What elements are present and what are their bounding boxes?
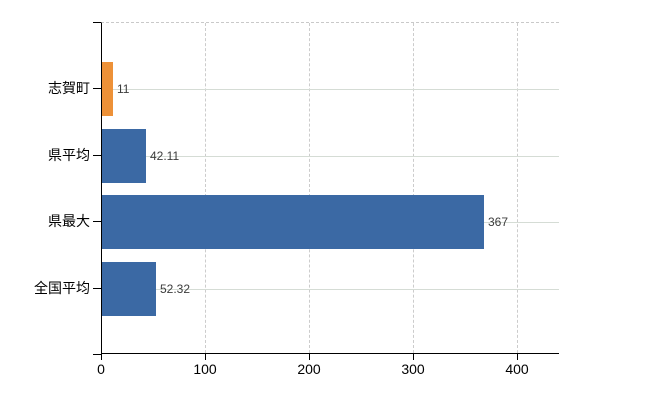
y-axis-tick [93, 288, 101, 289]
y-axis-end-tick [93, 354, 101, 355]
y-axis-tick [93, 88, 101, 89]
category-label-県最大: 県最大 [48, 213, 90, 229]
x-axis-tick-200 [309, 354, 310, 360]
bar-県最大 [102, 195, 484, 249]
category-label-志賀町: 志賀町 [48, 80, 90, 96]
horizontal-gridline [102, 289, 559, 290]
bar-県平均 [102, 129, 146, 183]
x-axis-tick-100 [205, 354, 206, 360]
y-axis-tick [93, 155, 101, 156]
bar-志賀町 [102, 62, 113, 116]
value-label-県平均: 42.11 [150, 149, 180, 163]
vertical-gridline-200 [309, 23, 311, 353]
x-axis-tick-400 [517, 354, 518, 360]
horizontal-gridline [102, 156, 559, 157]
vertical-gridline-400 [517, 23, 519, 353]
y-axis-end-tick [93, 22, 101, 23]
x-axis-tick-label-300: 300 [401, 361, 425, 377]
vertical-gridline-100 [205, 23, 207, 353]
vertical-gridline-300 [413, 23, 415, 353]
x-axis-tick-label-400: 400 [505, 361, 529, 377]
plot-area: 11 42.11 367 52.32 [101, 22, 559, 354]
value-label-志賀町: 11 [117, 82, 130, 96]
category-label-県平均: 県平均 [48, 147, 90, 163]
horizontal-gridline [102, 89, 559, 90]
x-axis-tick-label-100: 100 [193, 361, 217, 377]
value-label-全国平均: 52.32 [160, 282, 191, 296]
value-label-県最大: 367 [488, 215, 509, 229]
x-axis-tick-0 [101, 354, 102, 360]
x-axis-tick-label-200: 200 [297, 361, 321, 377]
x-axis-tick-label-0: 0 [97, 361, 105, 377]
x-axis-tick-300 [413, 354, 414, 360]
y-axis-tick [93, 221, 101, 222]
category-label-全国平均: 全国平均 [34, 280, 90, 296]
bar-全国平均 [102, 262, 156, 316]
